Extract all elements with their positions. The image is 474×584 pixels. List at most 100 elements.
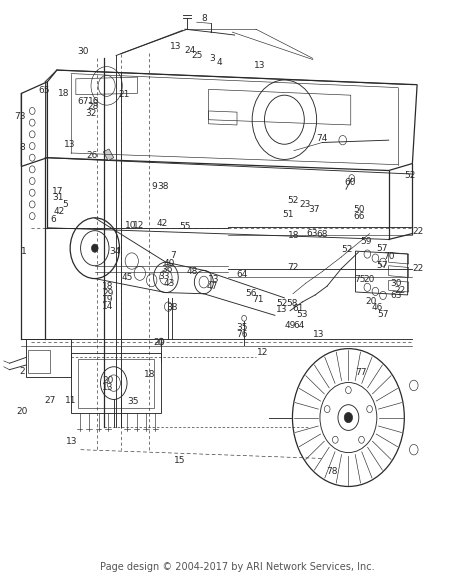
Text: 47: 47 (207, 282, 218, 291)
Text: 20: 20 (365, 297, 376, 306)
Text: 63: 63 (306, 228, 318, 238)
Text: 13: 13 (313, 329, 324, 339)
Text: 5: 5 (62, 200, 68, 209)
Text: 20: 20 (16, 406, 27, 416)
Text: 18: 18 (102, 282, 114, 291)
Text: 18: 18 (144, 370, 155, 379)
Text: 34: 34 (109, 247, 121, 256)
Text: 8: 8 (19, 142, 25, 152)
Text: 52: 52 (276, 298, 288, 308)
Text: 51: 51 (282, 210, 293, 219)
Text: 67: 67 (77, 96, 89, 106)
Text: 21: 21 (118, 90, 130, 99)
Text: 66: 66 (354, 211, 365, 221)
Text: 70: 70 (383, 252, 394, 262)
Text: 46: 46 (371, 303, 383, 312)
Text: 4: 4 (217, 58, 222, 67)
Text: 48: 48 (186, 267, 198, 276)
Text: 15: 15 (174, 456, 186, 465)
Text: 20: 20 (154, 338, 165, 347)
Text: 57: 57 (376, 244, 388, 253)
Text: 52: 52 (404, 171, 415, 180)
Text: 42: 42 (54, 207, 65, 216)
Text: 42: 42 (156, 219, 168, 228)
Text: 9: 9 (151, 182, 157, 192)
Polygon shape (103, 149, 114, 161)
Text: 24: 24 (184, 46, 195, 55)
Text: 63: 63 (390, 291, 401, 300)
Text: 26: 26 (87, 151, 98, 160)
Text: 28: 28 (88, 102, 99, 112)
Text: 40: 40 (164, 259, 175, 268)
Text: 25: 25 (191, 51, 202, 60)
Text: 37: 37 (308, 205, 319, 214)
Text: 76: 76 (236, 329, 247, 339)
Text: 29: 29 (102, 288, 114, 298)
Text: 18: 18 (288, 231, 300, 241)
Text: 13: 13 (66, 437, 78, 446)
Text: 10: 10 (125, 221, 137, 230)
Text: 57: 57 (377, 310, 389, 319)
Text: 50: 50 (354, 205, 365, 214)
Text: 72: 72 (287, 263, 299, 272)
Circle shape (91, 244, 98, 252)
Text: 22: 22 (412, 264, 424, 273)
Text: 59: 59 (361, 237, 372, 246)
Text: 22: 22 (412, 227, 424, 236)
Text: 2: 2 (19, 367, 25, 376)
Text: 1: 1 (21, 246, 27, 256)
Text: 18: 18 (58, 89, 70, 98)
Text: 58: 58 (287, 298, 298, 308)
Text: 16: 16 (88, 96, 99, 106)
Circle shape (344, 412, 353, 423)
Text: 32: 32 (85, 109, 97, 118)
Text: 75: 75 (355, 275, 366, 284)
Text: 19: 19 (102, 295, 114, 304)
Text: 11: 11 (65, 396, 77, 405)
Text: 35: 35 (236, 323, 247, 332)
Text: 57: 57 (376, 261, 388, 270)
Text: 36: 36 (161, 265, 173, 274)
Text: 64: 64 (293, 321, 304, 330)
Text: 20: 20 (102, 376, 114, 385)
Text: 31: 31 (52, 193, 64, 203)
Text: 30: 30 (390, 279, 401, 288)
Text: 22: 22 (394, 286, 405, 295)
Text: 14: 14 (102, 302, 114, 311)
Text: 23: 23 (300, 200, 311, 209)
Text: 74: 74 (317, 134, 328, 144)
Text: 43: 43 (164, 279, 175, 288)
Text: 65: 65 (38, 86, 50, 95)
Text: 68: 68 (317, 230, 328, 239)
Text: 60: 60 (344, 178, 356, 187)
Text: 12: 12 (257, 348, 269, 357)
Text: 13: 13 (64, 140, 76, 150)
Text: 8: 8 (201, 14, 207, 23)
Text: 17: 17 (52, 187, 64, 196)
Text: 13: 13 (170, 42, 181, 51)
Text: 33: 33 (158, 272, 170, 281)
Text: 56: 56 (246, 289, 257, 298)
Text: 13: 13 (102, 383, 114, 392)
Text: 77: 77 (356, 367, 367, 377)
Text: Page design © 2004-2017 by ARI Network Services, Inc.: Page design © 2004-2017 by ARI Network S… (100, 562, 374, 572)
Text: 71: 71 (253, 295, 264, 304)
Text: 12: 12 (133, 221, 144, 230)
Text: 52: 52 (287, 196, 299, 205)
Text: 27: 27 (45, 396, 56, 405)
Text: 13: 13 (208, 275, 219, 284)
Text: 61: 61 (292, 304, 303, 314)
Text: 45: 45 (121, 273, 133, 283)
Text: 20: 20 (363, 275, 374, 284)
Text: 38: 38 (157, 182, 168, 192)
Text: 38: 38 (166, 303, 177, 312)
Text: 13: 13 (254, 61, 265, 71)
Text: 13: 13 (276, 305, 288, 314)
Text: 6: 6 (50, 214, 56, 224)
Text: 52: 52 (341, 245, 353, 255)
Text: 78: 78 (326, 467, 337, 476)
Text: 64: 64 (236, 270, 247, 279)
Text: 53: 53 (297, 310, 308, 319)
Text: 55: 55 (179, 221, 191, 231)
Text: 3: 3 (210, 54, 215, 63)
